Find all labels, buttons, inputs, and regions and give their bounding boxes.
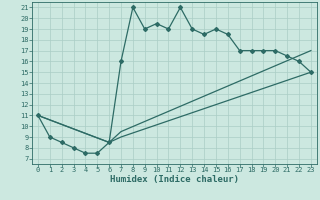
X-axis label: Humidex (Indice chaleur): Humidex (Indice chaleur) bbox=[110, 175, 239, 184]
